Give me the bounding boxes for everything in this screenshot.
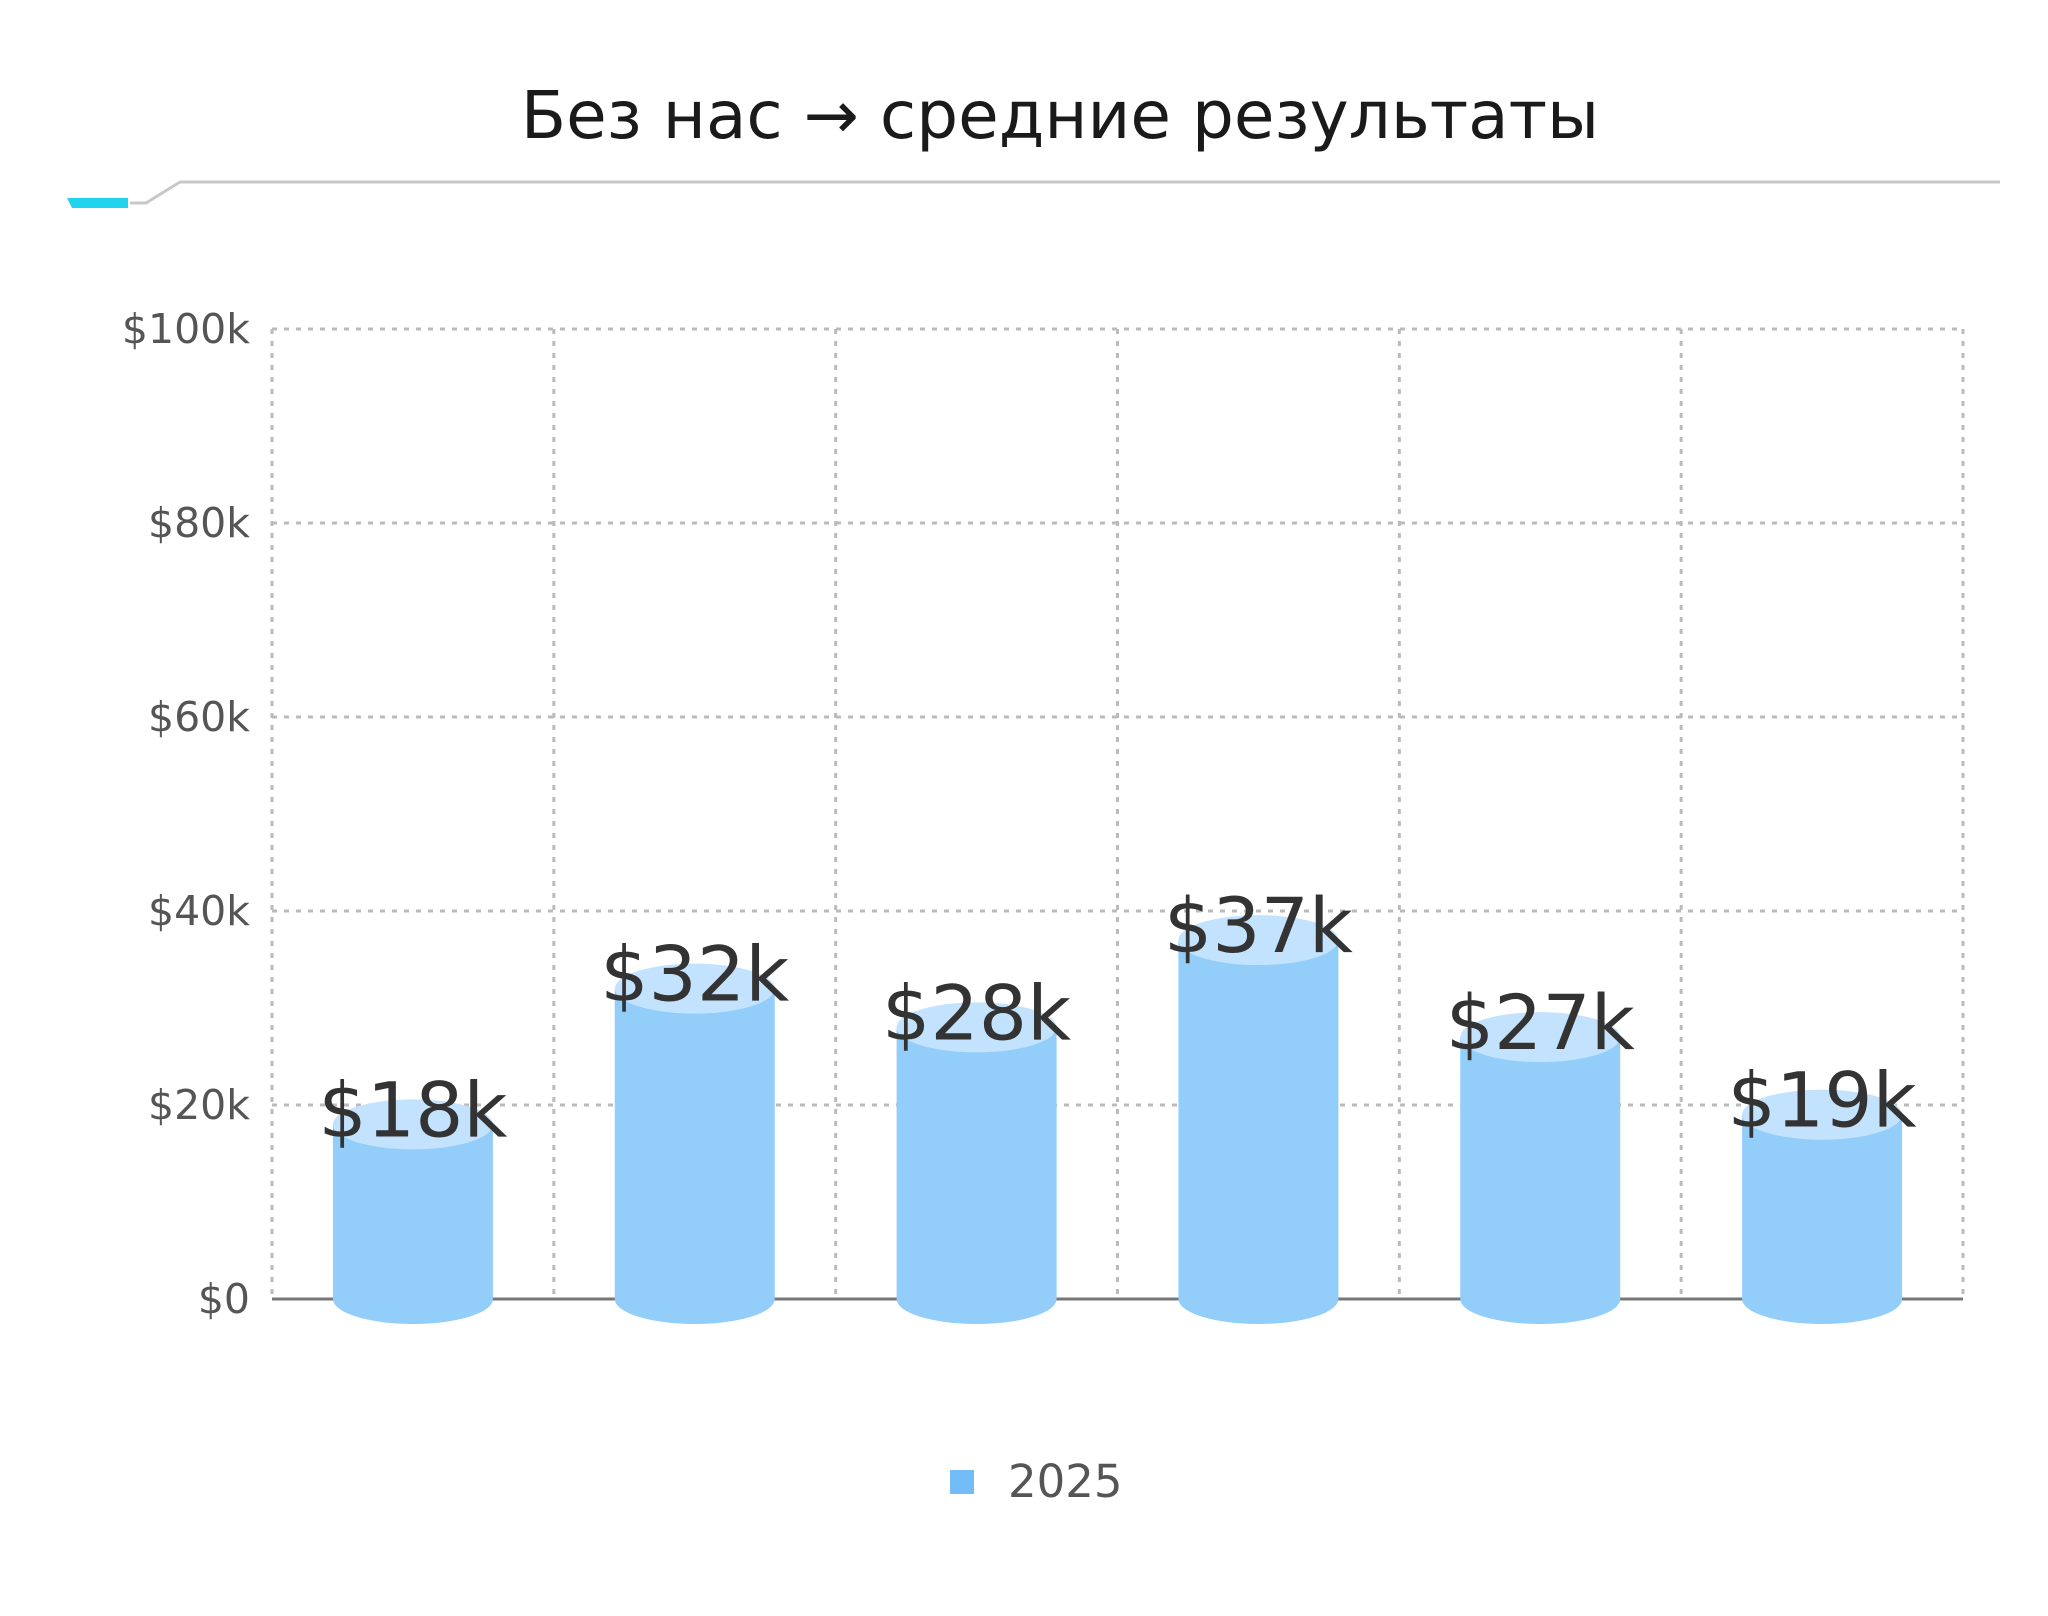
bar-cap-1 — [614, 963, 775, 1014]
data-label-0: $18k — [318, 1065, 507, 1154]
accent-mark — [67, 198, 128, 208]
data-label-1: $32k — [600, 930, 789, 1019]
bar-0 — [332, 1099, 493, 1324]
data-label-4: $27k — [1446, 978, 1635, 1067]
bar-cap-4 — [1460, 1012, 1621, 1063]
bar-body-0 — [332, 1124, 493, 1324]
bar-3 — [1178, 915, 1339, 1324]
grid-lines — [270, 327, 1965, 1299]
bar-4 — [1460, 1012, 1621, 1324]
bar-cap-5 — [1742, 1089, 1903, 1140]
y-tick-label-2: $40k — [148, 887, 250, 935]
chart-title: Без нас → средние результаты — [521, 77, 1599, 154]
legend-swatch — [950, 1470, 974, 1494]
bar-cap-2 — [896, 1002, 1057, 1053]
title-underline — [67, 180, 2000, 208]
y-tick-label-1: $20k — [148, 1081, 250, 1129]
data-label-3: $37k — [1164, 881, 1353, 970]
legend: 2025 — [950, 1455, 1123, 1508]
y-tick-label-3: $60k — [148, 693, 250, 741]
data-labels: $18k $32k $28k $37k $27k $19k — [318, 881, 1916, 1154]
bar-5 — [1742, 1089, 1903, 1324]
bar-series-2025 — [332, 915, 1903, 1324]
bar-body-3 — [1178, 940, 1339, 1324]
bar-cap-3 — [1178, 915, 1339, 966]
bar-body-1 — [614, 988, 775, 1324]
legend-label: 2025 — [1008, 1455, 1123, 1508]
y-axis: $0 $20k $40k $60k $80k $100k — [122, 305, 1963, 1323]
bar-body-4 — [1460, 1037, 1621, 1324]
y-tick-label-0: $0 — [198, 1275, 250, 1323]
bar-body-2 — [896, 1027, 1057, 1324]
data-label-5: $19k — [1728, 1056, 1917, 1145]
bar-1 — [614, 963, 775, 1324]
title-rule — [130, 180, 2000, 205]
y-tick-label-4: $80k — [148, 499, 250, 547]
y-tick-label-5: $100k — [122, 305, 250, 353]
bar-2 — [896, 1002, 1057, 1324]
data-label-2: $28k — [882, 968, 1071, 1057]
bar-body-5 — [1742, 1114, 1903, 1324]
bar-cap-0 — [332, 1099, 493, 1150]
